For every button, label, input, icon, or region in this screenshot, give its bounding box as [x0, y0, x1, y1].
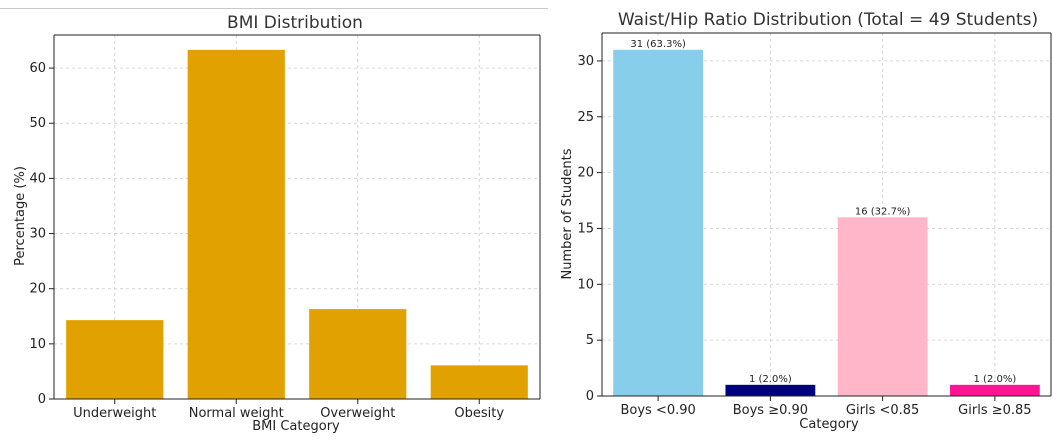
data-label-girls-lt-0-85: 16 (32.7%): [855, 206, 911, 217]
y-tick-label: 50: [29, 116, 46, 131]
bar-boys-gte-0-90: [725, 384, 816, 396]
x-tick-label-underweight: Underweight: [73, 406, 156, 421]
x-tick-label-girls-lt-0-85: Girls <0.85: [846, 403, 919, 418]
x-axis-label: Category: [799, 417, 859, 432]
whr-axes: [601, 32, 1052, 397]
bar-girls-gte-0-85: [949, 384, 1040, 396]
y-tick-label: 40: [29, 171, 46, 186]
y-tick-label: 30: [577, 54, 594, 69]
x-tick-label-normal-weight: Normal weight: [189, 406, 284, 421]
bar-obesity: [430, 365, 528, 399]
y-tick-label: 10: [29, 337, 46, 352]
x-tick-label-overweight: Overweight: [320, 406, 395, 421]
bar-boys-lt-0-90: [613, 49, 704, 396]
y-tick-label: 30: [29, 227, 46, 242]
x-axis-label: BMI Category: [252, 419, 340, 434]
bar-normal-weight: [187, 49, 285, 400]
y-tick-label: 5: [586, 333, 594, 348]
bar-underweight: [66, 320, 164, 399]
bmi-chart-panel: 0 10 20 30 40 50 60 Underweight Normal weight Ov…: [13, 13, 541, 434]
y-tick-label: 0: [38, 392, 46, 407]
y-tick-label: 20: [29, 282, 46, 297]
y-axis-label: Number of Students: [560, 148, 575, 279]
whr-x-ticks: Boys <0.90 Boys ≥0.90 Girls <0.85 Girls ≥0.…: [620, 396, 1032, 418]
y-tick-label: 20: [577, 166, 594, 181]
bmi-bars: [66, 49, 528, 400]
chart-title: BMI Distribution: [227, 13, 363, 33]
x-tick-label-girls-gte-0-85: Girls ≥0.85: [958, 403, 1031, 418]
data-label-boys-lt-0-90: 31 (63.3%): [630, 39, 686, 50]
whr-y-ticks: 0 5 10 15 20 25 30: [577, 54, 602, 404]
y-axis-label: Percentage (%): [13, 166, 28, 266]
y-tick-label: 15: [577, 221, 594, 236]
bar-girls-lt-0-85: [837, 217, 928, 396]
bmi-distribution-chart: 0 10 20 30 40 50 60 Underweight Normal weight Ov…: [13, 13, 541, 434]
chart-title: Waist/Hip Ratio Distribution (Total = 49…: [618, 10, 1038, 30]
waist-hip-chart-panel: 31 (63.3%) 1 (2.0%) 16 (32.7%) 1 (2.0%) 0 5 1…: [548, 0, 1053, 440]
waist-hip-ratio-chart: 31 (63.3%) 1 (2.0%) 16 (32.7%) 1 (2.0%) 0 5 1…: [560, 10, 1052, 432]
x-tick-label-obesity: Obesity: [454, 406, 504, 421]
y-tick-label: 10: [577, 277, 594, 292]
x-tick-label-boys-gte-0-90: Boys ≥0.90: [733, 403, 808, 418]
y-tick-label: 0: [586, 389, 594, 404]
whr-data-labels: 31 (63.3%) 1 (2.0%) 16 (32.7%) 1 (2.0%): [630, 39, 1016, 385]
top-divider-line: [0, 8, 548, 9]
data-label-boys-gte-0-90: 1 (2.0%): [749, 374, 792, 385]
x-tick-label-boys-lt-0-90: Boys <0.90: [620, 403, 695, 418]
whr-bars: [613, 49, 1040, 396]
y-tick-label: 25: [577, 110, 594, 125]
bmi-y-ticks: 0 10 20 30 40 50 60: [29, 61, 54, 407]
bmi-x-ticks: Underweight Normal weight Overweight Obesit…: [73, 399, 504, 421]
bar-overweight: [309, 309, 407, 399]
bmi-axes: [53, 34, 541, 400]
data-label-girls-gte-0-85: 1 (2.0%): [974, 374, 1017, 385]
y-tick-label: 60: [29, 61, 46, 76]
